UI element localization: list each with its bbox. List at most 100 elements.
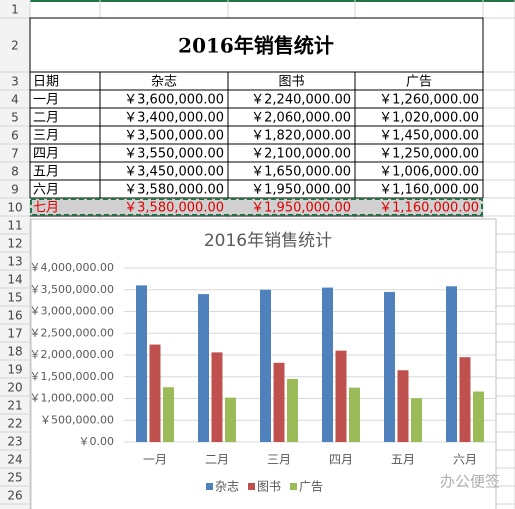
- copy-range: [30, 198, 483, 216]
- bar: [473, 391, 484, 442]
- row-number: 26: [7, 489, 22, 503]
- row-number: 8: [11, 165, 19, 179]
- y-tick-label: ￥2,500,000.00: [30, 326, 114, 339]
- cell-text: 一月: [33, 93, 59, 108]
- cell-text: ￥3,580,000.00: [124, 201, 224, 216]
- row-number: 15: [7, 291, 22, 305]
- bar: [335, 350, 347, 442]
- cell-text: ￥3,500,000.00: [124, 129, 224, 144]
- bar: [136, 285, 147, 442]
- bar: [225, 397, 236, 442]
- cell-text: ￥1,260,000.00: [379, 93, 479, 108]
- cell-text: ￥1,160,000.00: [379, 183, 479, 198]
- row-number: 17: [7, 327, 22, 341]
- watermark: 办公便签: [440, 473, 500, 491]
- header-cell: 日期: [33, 75, 59, 90]
- row-number: 7: [11, 147, 19, 161]
- y-tick-label: ￥0.00: [79, 435, 115, 448]
- x-tick-label: 一月: [143, 453, 167, 467]
- cell-text: ￥1,020,000.00: [379, 111, 479, 126]
- cell-text: ￥3,400,000.00: [124, 111, 224, 126]
- cell-text: ￥1,160,000.00: [379, 201, 479, 216]
- cell-text: ￥3,450,000.00: [124, 165, 224, 180]
- bar: [163, 387, 174, 442]
- header-cell: 图书: [278, 75, 304, 90]
- chart-title: 2016年销售统计: [204, 231, 332, 251]
- legend-label: 广告: [299, 480, 323, 494]
- row-number: 9: [11, 183, 19, 197]
- bar: [287, 378, 298, 442]
- marquee: [30, 198, 483, 216]
- cell-text: ￥1,950,000.00: [251, 201, 351, 216]
- bar: [260, 289, 271, 442]
- title-cell: [29, 17, 484, 73]
- bar: [459, 357, 471, 442]
- header-cell: 杂志: [151, 75, 177, 90]
- row-number: 4: [11, 93, 19, 107]
- sheet-title: 2016年销售统计: [178, 34, 334, 58]
- cell-text: ￥1,820,000.00: [251, 129, 351, 144]
- bar: [322, 287, 333, 442]
- row-number: 3: [11, 75, 19, 89]
- cell-text: ￥2,240,000.00: [251, 93, 351, 108]
- row-header-bar: [0, 0, 30, 509]
- y-tick-label: ￥500,000.00: [40, 413, 114, 426]
- row-number: 12: [7, 237, 22, 251]
- y-tick-label: ￥2,000,000.00: [30, 348, 114, 361]
- row-number: 19: [7, 363, 22, 377]
- y-tick-label: ￥3,500,000.00: [30, 283, 114, 296]
- row-number: 13: [7, 255, 22, 269]
- bar: [198, 294, 209, 442]
- y-tick-label: ￥1,000,000.00: [30, 392, 114, 405]
- x-tick-label: 二月: [205, 453, 229, 467]
- legend-label: 杂志: [215, 480, 239, 494]
- row-number: 20: [7, 381, 22, 395]
- legend-swatch: [206, 483, 213, 490]
- row-number: 5: [11, 111, 19, 125]
- row-number: 24: [7, 453, 22, 467]
- row-number: 23: [7, 435, 22, 449]
- header-cell: 广告: [406, 75, 432, 90]
- row-number: 1: [11, 3, 19, 17]
- bar: [446, 286, 457, 442]
- row-number: 6: [11, 129, 19, 143]
- row-number: 21: [7, 399, 22, 413]
- x-tick-label: 三月: [267, 453, 291, 467]
- legend-swatch: [290, 483, 297, 490]
- row-number: 14: [7, 273, 22, 287]
- row-number: 2: [11, 39, 19, 53]
- cell-text: ￥1,006,000.00: [379, 165, 479, 180]
- row-number: 22: [7, 417, 22, 431]
- row-number: 18: [7, 345, 22, 359]
- legend-swatch: [248, 483, 255, 490]
- cell-text: ￥3,550,000.00: [124, 147, 224, 162]
- row-number: 11: [7, 219, 22, 233]
- cell-text: ￥2,060,000.00: [251, 111, 351, 126]
- row-number: 25: [7, 471, 22, 485]
- cell-text: 五月: [33, 165, 59, 180]
- cell-text: ￥1,250,000.00: [379, 147, 479, 162]
- y-tick-label: ￥3,000,000.00: [30, 305, 114, 318]
- cell-text: 四月: [33, 147, 59, 162]
- bar: [384, 291, 395, 442]
- x-tick-label: 四月: [329, 453, 353, 467]
- bar: [397, 370, 409, 442]
- row-number: 16: [7, 309, 22, 323]
- y-tick-label: ￥1,500,000.00: [30, 370, 114, 383]
- cell-text: ￥1,450,000.00: [379, 129, 479, 144]
- cell-text: 七月: [33, 201, 59, 216]
- cell-text: ￥3,600,000.00: [124, 93, 224, 108]
- bar: [211, 352, 223, 442]
- cell-text: ￥1,950,000.00: [251, 183, 351, 198]
- x-tick-label: 五月: [391, 453, 415, 467]
- row-number: 10: [7, 201, 22, 215]
- cell-text: ￥3,580,000.00: [124, 183, 224, 198]
- cell-text: 六月: [33, 183, 59, 198]
- bar: [349, 387, 360, 442]
- cell-text: ￥1,650,000.00: [251, 165, 351, 180]
- x-tick-label: 六月: [453, 453, 477, 467]
- cell-text: 三月: [33, 129, 59, 144]
- bar: [273, 362, 285, 442]
- bar: [411, 398, 422, 442]
